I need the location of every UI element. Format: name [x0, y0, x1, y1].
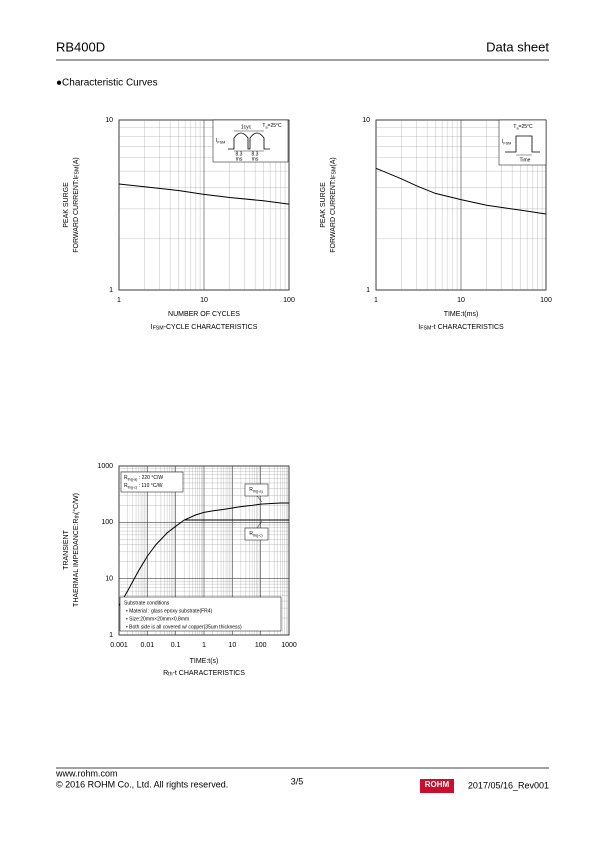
x-tick-label: 1: [117, 297, 121, 304]
part-number: RB400D: [56, 39, 105, 54]
inset: Rth(j-a) : 220 °C/W Rth(j-c) : 110 °C/W …: [119, 471, 282, 632]
page-number: 3/5: [291, 776, 304, 786]
x-tick-label: 10: [457, 297, 465, 304]
x-tick-label: 0.1: [171, 642, 181, 649]
annotation: Ta=25°C: [513, 124, 533, 130]
x-label: NUMBER OF CYCLES: [168, 311, 240, 318]
y-tick-label: 10: [362, 117, 370, 124]
revision: 2017/05/16_Rev001: [468, 780, 549, 790]
annotation: • Size:20mm×20mm×0.8mm: [126, 616, 189, 622]
annotation: ms: [252, 156, 259, 162]
caption: IFSM-t CHARACTERISTICS: [418, 324, 504, 332]
doc-type: Data sheet: [486, 39, 549, 54]
y-label: TRANSIENT: [63, 529, 70, 569]
y-label: FORWARD CURRENT:IFSM(A): [330, 157, 338, 253]
annotation: Substrate conditions: [124, 600, 170, 606]
x-label: TIME:t(s): [190, 658, 219, 665]
x-tick-label: 100: [540, 297, 552, 304]
annotation: • Both side is all covered w/ copper(35u…: [126, 624, 242, 630]
logo: [420, 779, 454, 793]
annotation: Ta=25°C: [262, 123, 282, 129]
annotation: Rth(j-a) : 220 °C/W: [124, 475, 163, 481]
x-tick-label: 1: [202, 642, 206, 649]
annotation: Time: [520, 157, 531, 163]
annotation: IFSM: [216, 138, 225, 144]
y-tick-label: 10: [105, 117, 113, 124]
x-tick-label: 10: [228, 642, 236, 649]
y-label: PEAK SURGE: [320, 182, 327, 228]
x-tick-label: 0.001: [110, 642, 128, 649]
y-tick-label: 1: [366, 287, 370, 294]
x-tick-label: 10: [200, 297, 208, 304]
x-tick-label: 100: [255, 642, 267, 649]
annotation: 1cyc: [241, 124, 252, 130]
y-tick-label: 1000: [97, 463, 113, 470]
url: www.rohm.com: [55, 768, 118, 778]
y-label: FORWARD CURRENT:IFSM(A): [73, 157, 81, 253]
y-label: PEAK SURGE: [63, 182, 70, 228]
section-title: ●Characteristic Curves: [56, 78, 158, 89]
data-line: [118, 183, 290, 205]
y-label: THAERMAL IMPEDANCE:Rth(°C/W): [72, 493, 81, 607]
x-tick-label: 100: [283, 297, 295, 304]
y-tick-label: 1: [109, 632, 113, 639]
logo-text: ROHM: [425, 780, 450, 789]
inset: 1cyc Ta=25°C IFSM 8.3 ms 8.3 ms: [212, 119, 289, 162]
inset: Ta=25°C IFSM Time: [498, 119, 547, 166]
y-tick-label: 1: [109, 287, 113, 294]
x-label: TIME:t(ms): [444, 311, 479, 318]
data-line: [375, 167, 547, 215]
data-line: [118, 502, 289, 607]
annotation: 8.3: [252, 151, 259, 157]
annotation: IFSM: [502, 139, 511, 145]
copyright: © 2016 ROHM Co., Ltd. All rights reserve…: [56, 779, 228, 789]
y-tick-label: 100: [101, 519, 113, 526]
legend-label: Rth(j-a): [249, 487, 263, 493]
annotation: Rth(j-c) : 110 °C/W: [124, 483, 163, 489]
caption: IFSM-CYCLE CHARACTERISTICS: [151, 324, 258, 332]
annotation: • Material : glass epoxy substrate(FR4): [126, 608, 213, 614]
caption: Rth-t CHARACTERISTICS: [163, 670, 245, 678]
x-tick-label: 0.01: [141, 642, 155, 649]
x-tick-label: 1000: [281, 642, 297, 649]
annotation: ms: [236, 156, 243, 162]
x-tick-label: 1: [374, 297, 378, 304]
legend-label: Rth(j-c): [249, 531, 263, 537]
annotation: 8.3: [236, 151, 243, 157]
y-tick-label: 10: [105, 576, 113, 583]
